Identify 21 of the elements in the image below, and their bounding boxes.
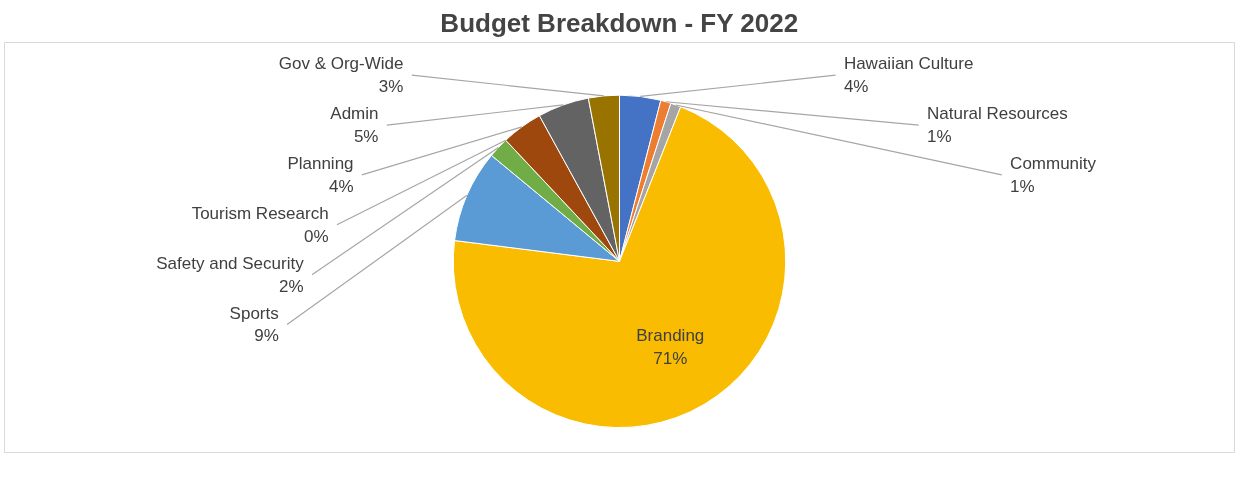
data-label: 2% — [279, 276, 304, 296]
data-label: 3% — [378, 77, 404, 97]
data-label: 9% — [254, 326, 279, 346]
category-label: Tourism Research — [191, 203, 329, 223]
slice-label: Safety and Security — [156, 253, 305, 273]
data-label: 5% — [353, 126, 379, 146]
slice-label: Community — [1010, 154, 1097, 174]
slice-label: Admin — [330, 104, 379, 124]
text: 0% — [304, 226, 329, 246]
data-label: 1% — [1010, 176, 1035, 196]
slice-label: Sports — [229, 303, 279, 323]
slice-label: Planning — [287, 154, 354, 174]
chart-title: Budget Breakdown - FY 2022 — [440, 7, 799, 38]
slice-label: Gov & Org-Wide — [278, 54, 404, 74]
data-label: 71% — [653, 349, 688, 369]
slice-label: Hawaiian Culture — [843, 54, 974, 74]
data-label: 1% — [927, 126, 952, 146]
data-label: 4% — [843, 77, 869, 97]
slice-label: Branding — [636, 326, 705, 346]
slice-label: Natural Resources — [927, 104, 1068, 124]
data-label: 4% — [328, 176, 354, 196]
